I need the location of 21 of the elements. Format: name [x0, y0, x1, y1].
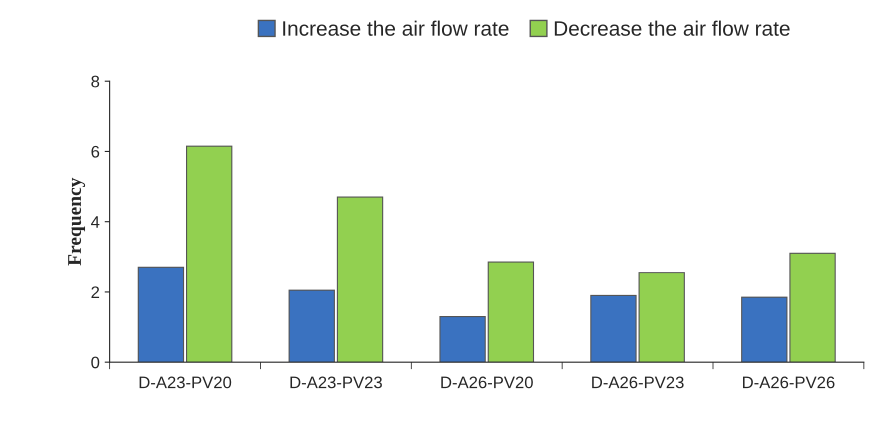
bar	[590, 294, 637, 362]
bar	[741, 296, 788, 362]
y-tick-label: 2	[91, 286, 100, 298]
bar	[138, 266, 184, 362]
y-tick-label: 6	[91, 146, 100, 158]
legend-label: Increase the air flow rate	[283, 20, 508, 36]
bar	[789, 252, 836, 362]
y-axis-title: Frequency	[68, 178, 86, 266]
x-tick-label: D-A23-PV23	[290, 376, 382, 388]
x-tick-label: D-A26-PV23	[592, 376, 684, 388]
x-tick-label: D-A23-PV20	[140, 376, 232, 388]
y-tick-label: 8	[91, 76, 100, 88]
x-tick-label: D-A26-PV26	[743, 376, 834, 388]
x-tick-label: D-A26-PV20	[441, 376, 533, 388]
bar	[638, 272, 685, 362]
y-tick-label: 4	[91, 216, 100, 228]
y-tick-label: 0	[91, 356, 100, 368]
bar	[186, 146, 232, 362]
bar	[336, 196, 384, 362]
bar	[288, 290, 335, 362]
legend-label: Decrease the air flow rate	[554, 20, 790, 36]
